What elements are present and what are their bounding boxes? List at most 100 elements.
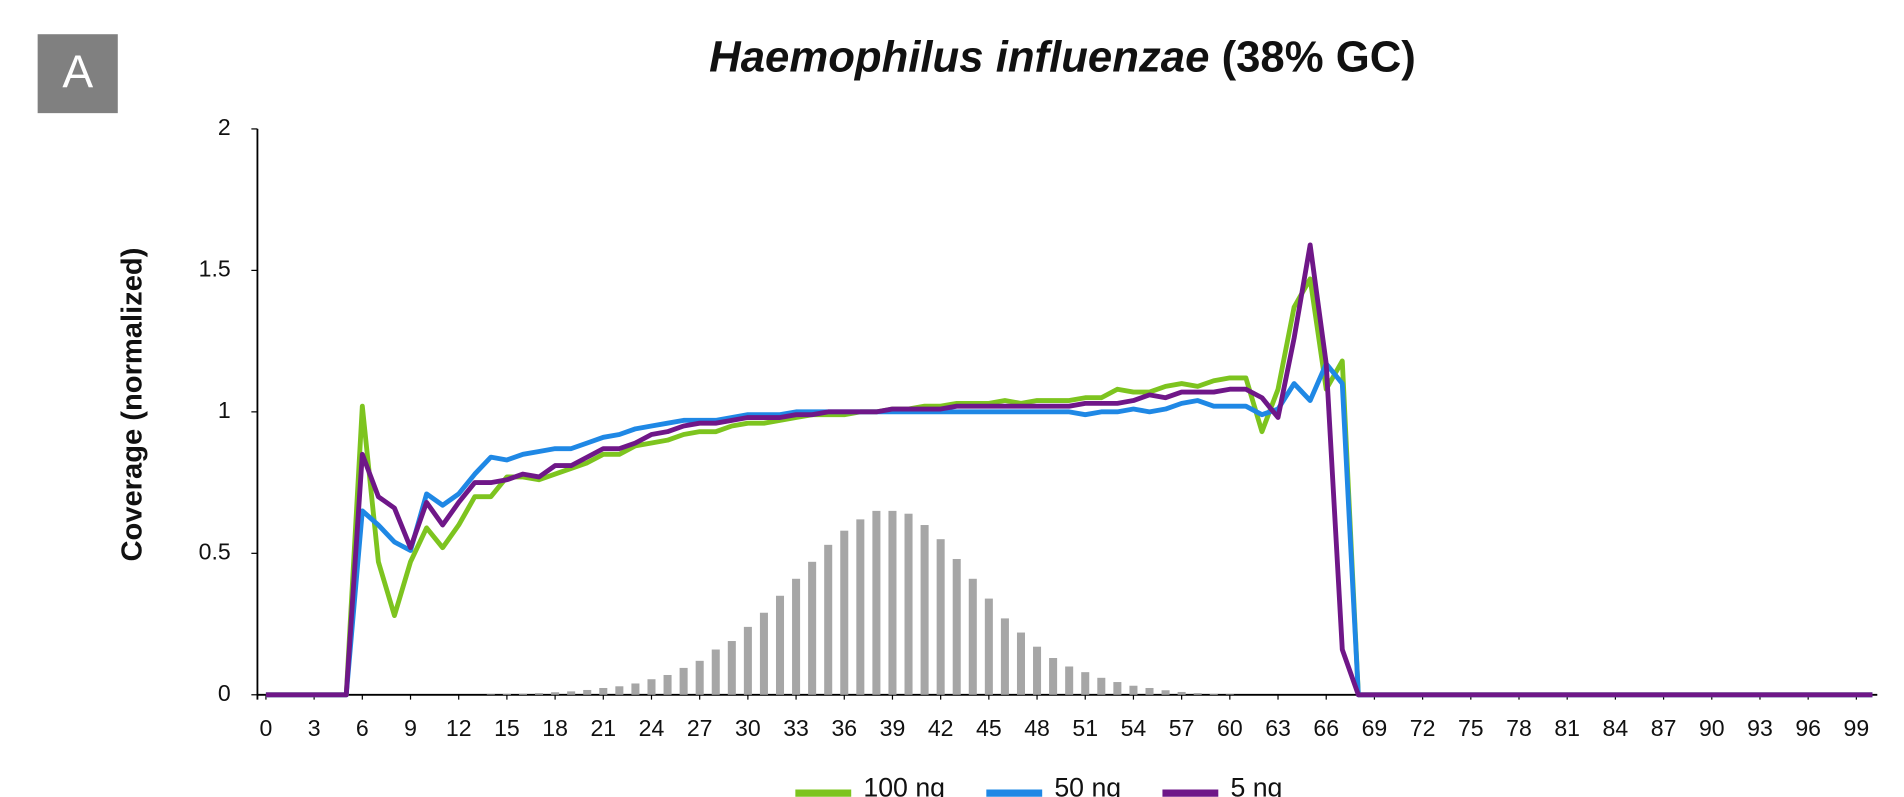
x-tick-label: 51 xyxy=(1072,715,1098,741)
bar xyxy=(1161,690,1170,695)
bar xyxy=(535,693,544,695)
panel-box xyxy=(37,34,118,114)
x-tick-label: 45 xyxy=(976,715,1002,741)
bar xyxy=(615,686,624,695)
bar xyxy=(952,558,961,695)
bar xyxy=(759,612,768,695)
bar xyxy=(1145,687,1154,695)
legend-label: 5 ng xyxy=(1230,773,1282,797)
bar xyxy=(583,689,592,695)
bar xyxy=(631,683,640,695)
x-tick-label: 96 xyxy=(1795,715,1821,741)
bar xyxy=(1000,618,1009,695)
x-tick-label: 30 xyxy=(735,715,761,741)
bar xyxy=(840,530,849,695)
bar xyxy=(1097,677,1106,695)
bar xyxy=(1033,646,1042,695)
bar xyxy=(695,660,704,695)
chart-title: Haemophilus influenzae (38% GC) xyxy=(709,32,1416,81)
bar xyxy=(888,510,897,695)
x-tick-label: 93 xyxy=(1747,715,1773,741)
bar xyxy=(1129,685,1138,695)
y-tick-label: 2 xyxy=(218,114,231,140)
x-tick-label: 75 xyxy=(1458,715,1484,741)
bar xyxy=(486,694,495,695)
x-tick-label: 66 xyxy=(1313,715,1339,741)
bar xyxy=(1081,672,1090,695)
x-tick-label: 33 xyxy=(783,715,809,741)
bar xyxy=(567,691,576,695)
line-series xyxy=(265,242,1873,698)
x-tick-label: 12 xyxy=(446,715,472,741)
bar xyxy=(824,544,833,695)
bar xyxy=(792,578,801,695)
line-series xyxy=(265,276,1873,698)
bar xyxy=(856,519,865,695)
y-tick-label: 1.5 xyxy=(199,255,231,281)
x-tick-label: 9 xyxy=(404,715,417,741)
bar xyxy=(502,693,511,695)
y-axis-label: Coverage (normalized) xyxy=(116,248,148,562)
bar xyxy=(984,598,993,695)
x-tick-label: 99 xyxy=(1844,715,1870,741)
x-tick-label: 72 xyxy=(1410,715,1436,741)
x-tick-label: 6 xyxy=(356,715,369,741)
title-rest: (38% GC) xyxy=(1222,32,1416,81)
bar xyxy=(727,641,736,695)
x-tick-label: 27 xyxy=(687,715,713,741)
title-italic: Haemophilus influenzae xyxy=(709,32,1209,81)
y-tick-label: 0 xyxy=(218,680,231,706)
bar xyxy=(1177,691,1186,695)
y-tick-label: 0.5 xyxy=(199,538,231,564)
panel-label: A xyxy=(62,46,93,98)
x-tick-label: 0 xyxy=(260,715,273,741)
bar xyxy=(1193,693,1202,695)
y-tick-label: 1 xyxy=(218,397,231,423)
x-tick-label: 54 xyxy=(1121,715,1147,741)
x-tick-label: 60 xyxy=(1217,715,1243,741)
x-tick-label: 81 xyxy=(1554,715,1580,741)
bar xyxy=(968,578,977,695)
bar xyxy=(663,674,672,695)
x-tick-label: 36 xyxy=(831,715,857,741)
bar xyxy=(808,561,817,695)
x-tick-label: 24 xyxy=(639,715,665,741)
x-tick-label: 15 xyxy=(494,715,520,741)
x-tick-label: 90 xyxy=(1699,715,1725,741)
bar xyxy=(904,513,913,695)
bar xyxy=(743,626,752,695)
x-tick-label: 78 xyxy=(1506,715,1532,741)
bar xyxy=(920,525,929,695)
x-tick-label: 18 xyxy=(542,715,568,741)
bar xyxy=(936,539,945,695)
bar xyxy=(711,649,720,695)
x-tick-label: 69 xyxy=(1362,715,1388,741)
bar xyxy=(1016,632,1025,695)
bar xyxy=(775,595,785,695)
x-tick-label: 48 xyxy=(1024,715,1050,741)
bar xyxy=(1065,666,1074,695)
bar xyxy=(599,687,608,695)
line-series xyxy=(265,361,1873,698)
x-tick-label: 87 xyxy=(1651,715,1677,741)
x-tick-label: 57 xyxy=(1169,715,1195,741)
x-tick-label: 63 xyxy=(1265,715,1291,741)
bar xyxy=(647,679,656,695)
bar xyxy=(679,667,688,695)
bar xyxy=(518,693,527,695)
x-tick-label: 84 xyxy=(1603,715,1629,741)
x-tick-label: 39 xyxy=(880,715,906,741)
bar xyxy=(1209,693,1218,695)
bar xyxy=(551,692,560,695)
bar xyxy=(872,510,881,695)
x-tick-label: 3 xyxy=(308,715,321,741)
bar xyxy=(1049,658,1058,695)
x-tick-label: 21 xyxy=(590,715,616,741)
legend-label: 50 ng xyxy=(1054,773,1121,797)
x-tick-label: 42 xyxy=(928,715,954,741)
legend-label: 100 ng xyxy=(863,773,945,797)
bar xyxy=(1225,694,1234,695)
bar xyxy=(1113,682,1122,695)
